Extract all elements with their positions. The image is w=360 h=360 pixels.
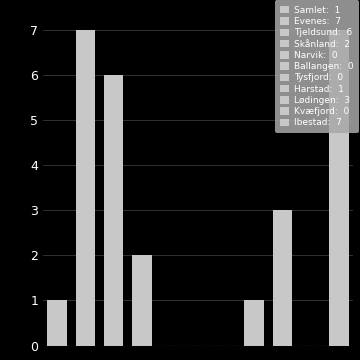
- Bar: [244, 301, 264, 346]
- Bar: [104, 75, 123, 346]
- Bar: [329, 30, 348, 346]
- Bar: [273, 210, 292, 346]
- Bar: [48, 301, 67, 346]
- Bar: [132, 255, 152, 346]
- Legend: Samlet:  1, Evenes:  7, Tjeldsund:  6, Skånland:  2, Narvik:  0, Ballangen:  0, : Samlet: 1, Evenes: 7, Tjeldsund: 6, Skån…: [275, 0, 359, 133]
- Bar: [76, 30, 95, 346]
